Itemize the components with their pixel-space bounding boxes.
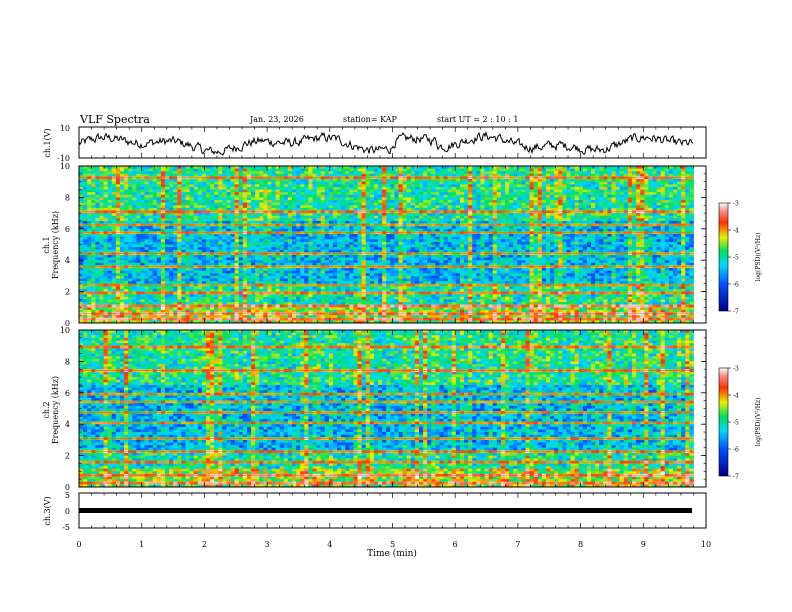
station-label: station= KAP [343, 115, 397, 124]
spec1-yticks-label: 4 [65, 256, 70, 265]
colorbar-tick-label: -6 [733, 282, 739, 289]
spec1-yticks-label: 2 [65, 288, 70, 297]
spec2-yticks-label: 6 [65, 389, 70, 398]
x-tick-label: 9 [641, 540, 646, 549]
date-label: Jan. 23, 2026 [250, 115, 304, 124]
spec1-yticks-label: 10 [60, 162, 70, 171]
colorbar-2-label: log(PSD)(V²/Hz) [755, 398, 762, 447]
colorbar-1-gradient [718, 202, 729, 312]
ch2-spectrogram [79, 330, 694, 488]
spec2-yticks-label: 2 [65, 452, 70, 461]
ch2-spectrogram-panel: 0 2 4 6 8 10 ch.2 Frequency (kHz) [42, 326, 707, 492]
ch1-spec-ylabel-line1: ch.1 [42, 236, 51, 253]
colorbar-tick-label: -5 [733, 255, 739, 262]
ch1-panel: 10 -10 ch.1(V) [43, 124, 707, 163]
x-tick-label: 2 [202, 540, 207, 549]
x-tick-label: 10 [701, 540, 711, 549]
ch1-spec-ylabel-line2: Frequency (kHz) [51, 211, 60, 279]
spec2-yticks-label: 8 [65, 357, 70, 366]
ch1-ytick-top: 10 [60, 124, 70, 133]
x-tick-label: 8 [578, 540, 583, 549]
ch3-waveform-line [79, 508, 692, 513]
ch3-ytick-top: 5 [65, 491, 70, 500]
spec1-yticks-label: 6 [65, 225, 70, 234]
x-tick-label: 5 [390, 540, 395, 549]
ch3-panel: 5 0 -5 ch.3(V) [43, 491, 707, 532]
colorbar-tick-label: -3 [733, 201, 739, 208]
figure-title: VLF Spectra [80, 113, 150, 126]
ch2-spec-ylabel-line2: Frequency (kHz) [51, 376, 60, 444]
ch3-ytick-bottom: -5 [62, 523, 70, 532]
colorbar-tick-label: -4 [733, 228, 739, 235]
x-tick-label: 0 [76, 540, 81, 549]
colorbar-tick-label: -6 [733, 447, 739, 454]
colorbar-tick-label: -3 [733, 366, 739, 373]
ch1-waveform-line [78, 130, 694, 156]
x-tick-label: 3 [265, 540, 270, 549]
x-tick-label: 4 [327, 540, 332, 549]
colorbar-2: -3 -4 -5 -6 -7 log(PSD)(V²/Hz) [718, 366, 762, 481]
ch1-spectrogram-panel: 0 2 4 6 8 10 ch.1 Frequency (kHz) [42, 162, 707, 328]
spec2-yticks-label: 10 [60, 326, 70, 335]
ch1-ylabel: ch.1(V) [43, 128, 52, 157]
x-tick-labels: 0 1 2 3 4 5 6 7 8 9 10 [76, 540, 711, 549]
spec1-yticks-label: 8 [65, 193, 70, 202]
spec1-yticks-label: 0 [65, 319, 70, 328]
ch3-ylabel: ch.3(V) [43, 496, 52, 525]
colorbar-1-label: log(PSD)(V²/Hz) [755, 233, 762, 282]
ch1-spectrogram [79, 166, 694, 324]
x-axis-label: Time (min) [367, 548, 417, 559]
colorbar-1: -3 -4 -5 -6 -7 log(PSD)(V²/Hz) [718, 201, 762, 316]
colorbar-tick-label: -7 [733, 474, 739, 481]
x-tick-label: 7 [515, 540, 520, 549]
ch3-ytick-mid: 0 [65, 507, 70, 516]
colorbar-tick-label: -7 [733, 309, 739, 316]
x-tick-label: 6 [453, 540, 458, 549]
ch1-ytick-bottom: -10 [57, 154, 70, 163]
start-time-label: start UT = 2 : 10 : 1 [437, 115, 519, 124]
colorbar-tick-label: -4 [733, 393, 739, 400]
x-tick-label: 1 [139, 540, 144, 549]
spec2-yticks-label: 4 [65, 420, 70, 429]
colorbar-tick-label: -5 [733, 420, 739, 427]
ch2-spec-ylabel-line1: ch.2 [42, 401, 51, 418]
x-ticks [78, 127, 707, 528]
spec2-yticks-label: 0 [65, 483, 70, 492]
colorbar-2-gradient [718, 367, 729, 477]
